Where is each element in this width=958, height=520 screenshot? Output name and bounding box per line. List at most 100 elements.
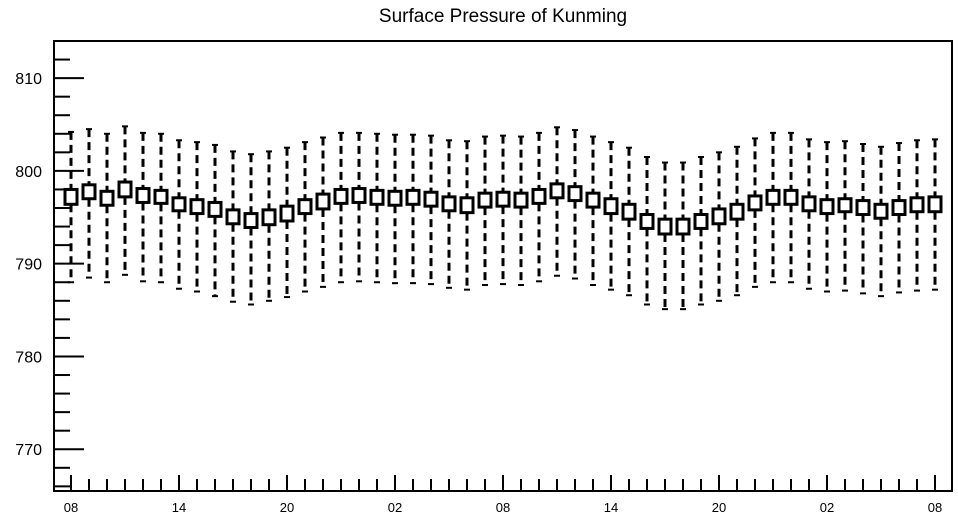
box <box>99 189 115 207</box>
box-item <box>243 153 259 306</box>
box <box>657 217 673 236</box>
y-tick-label: 790 <box>15 257 42 274</box>
box-item <box>441 139 457 289</box>
box-item <box>315 136 331 288</box>
box-item <box>63 130 79 284</box>
x-tick-label: 08 <box>64 500 78 515</box>
box-item <box>891 142 907 294</box>
box-item <box>261 150 277 302</box>
box-item <box>477 135 493 287</box>
chart-title: Surface Pressure of Kunming <box>379 6 627 27</box>
box <box>477 191 493 209</box>
box <box>459 196 475 215</box>
x-tick-label: 02 <box>820 500 834 515</box>
box-item <box>81 128 97 279</box>
x-tick-label: 20 <box>712 500 726 515</box>
box <box>819 198 835 216</box>
box <box>783 188 799 206</box>
y-tick-label: 800 <box>15 164 42 181</box>
box <box>639 213 655 230</box>
box-item <box>801 138 817 290</box>
box <box>423 190 439 208</box>
box-item <box>873 145 889 298</box>
box-item <box>153 132 169 284</box>
box <box>765 188 781 206</box>
box <box>387 189 403 207</box>
box-item <box>855 142 871 295</box>
box <box>873 202 889 220</box>
box-item <box>603 141 619 291</box>
x-tick-label: 08 <box>496 500 510 515</box>
box <box>279 204 295 223</box>
x-tick-label: 08 <box>928 500 942 515</box>
y-axis: 770 780 790 800 810 <box>15 40 84 488</box>
box-item <box>513 135 529 287</box>
box-item <box>837 140 853 292</box>
box <box>117 180 133 199</box>
x-tick-label: 20 <box>280 500 294 515</box>
box <box>315 192 331 211</box>
box-item <box>819 141 835 293</box>
x-tick-label: 02 <box>388 500 402 515</box>
box <box>693 213 709 230</box>
box <box>495 190 511 208</box>
box-item <box>207 143 223 298</box>
box <box>441 195 457 213</box>
box-item <box>657 161 673 311</box>
x-tick-label: 14 <box>604 500 618 515</box>
box <box>63 187 79 206</box>
box-item <box>297 141 313 293</box>
box-item <box>225 150 241 303</box>
y-tick-label: 810 <box>15 71 42 88</box>
box-item <box>621 146 637 297</box>
box <box>81 183 97 201</box>
y-tick-label: 770 <box>15 442 42 459</box>
box <box>891 199 907 217</box>
box <box>405 188 421 206</box>
box <box>567 185 583 203</box>
box <box>261 208 277 227</box>
box <box>171 196 187 213</box>
box-item <box>567 129 583 280</box>
box-item <box>99 132 115 284</box>
box-item <box>909 139 925 292</box>
box <box>135 187 151 204</box>
box <box>801 195 817 213</box>
box-item <box>927 138 943 291</box>
box <box>243 212 259 229</box>
box-item <box>189 141 205 293</box>
box <box>675 217 691 236</box>
box-item <box>423 134 439 286</box>
box <box>621 202 637 221</box>
box <box>927 195 943 214</box>
box <box>369 188 385 206</box>
box-item <box>783 131 799 284</box>
box <box>729 202 745 221</box>
box-item <box>279 146 295 299</box>
box-item <box>639 155 655 306</box>
box <box>225 208 241 226</box>
box <box>909 196 925 214</box>
box-item <box>675 161 691 311</box>
box <box>531 187 547 205</box>
x-axis: 08 14 20 02 08 14 20 02 08 <box>64 475 942 515</box>
box-item <box>711 151 727 302</box>
x-tick-label: 14 <box>172 500 186 515</box>
box <box>333 187 349 205</box>
box-item <box>693 155 709 306</box>
box-item <box>531 131 547 283</box>
box-item <box>351 131 367 283</box>
box-item <box>405 133 421 285</box>
box <box>603 197 619 216</box>
box <box>153 188 169 205</box>
box <box>297 198 313 216</box>
box <box>351 187 367 204</box>
box <box>585 191 601 209</box>
box <box>837 197 853 214</box>
box-item <box>387 133 403 285</box>
box <box>855 199 871 217</box>
box-item <box>747 137 763 288</box>
box <box>207 200 223 218</box>
box-item <box>459 140 475 291</box>
